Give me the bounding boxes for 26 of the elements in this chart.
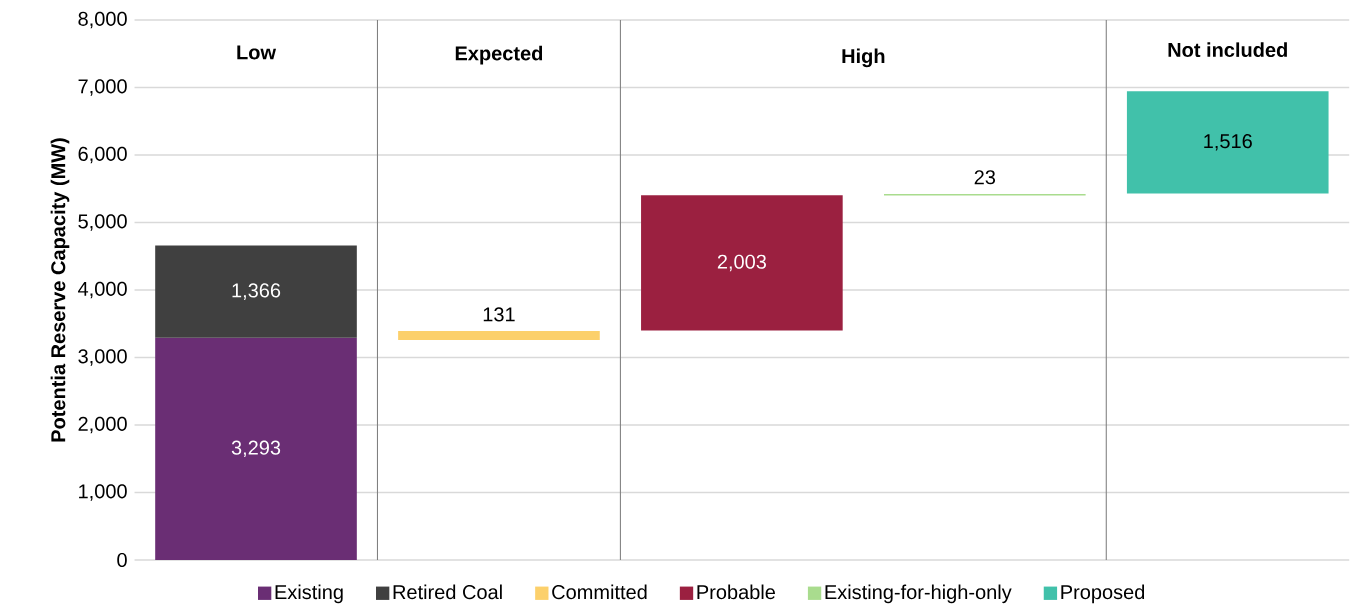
y-tick-label: 7,000 <box>78 79 127 96</box>
y-tick-label: 4,000 <box>78 281 127 299</box>
legend-label: Committed <box>552 584 647 600</box>
y-tick-label: 5,000 <box>78 214 127 231</box>
y-tick-label: 2,000 <box>78 416 127 434</box>
data-label: 3,293 <box>231 440 281 458</box>
data-label: 1,366 <box>232 283 281 300</box>
annotation: Low <box>237 45 277 60</box>
data-label: 2,003 <box>717 254 767 272</box>
y-tick-label: 8,000 <box>78 11 127 29</box>
legend-label: Probable <box>697 584 775 600</box>
annotation: High <box>842 48 885 68</box>
legend-label: Retired Coal <box>393 584 502 600</box>
legend-label: Existing <box>275 584 343 604</box>
y-tick-label: 1,000 <box>79 484 127 501</box>
annotation: Not included <box>1168 42 1287 58</box>
annotation: Expected <box>455 45 543 65</box>
data-label: 1,516 <box>1204 134 1252 151</box>
y-tick-label: 6,000 <box>78 146 127 164</box>
legend-label: Existing-for-high-only <box>825 584 1012 604</box>
data-label: 131 <box>483 307 515 322</box>
y-tick-label: 0 <box>117 552 127 568</box>
y-axis-title: Potentia Reserve Capacity (MW) <box>50 138 70 442</box>
y-tick-label: 3,000 <box>78 349 127 366</box>
legend-label: Proposed <box>1061 584 1145 604</box>
data-label: 23 <box>974 170 996 185</box>
